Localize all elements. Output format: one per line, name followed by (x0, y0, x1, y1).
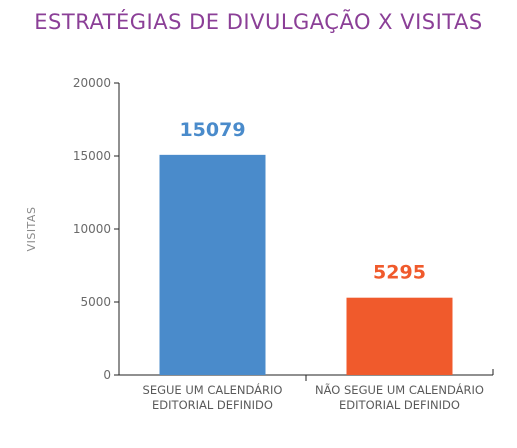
y-tick-label: 5000 (80, 295, 111, 309)
bar (159, 154, 266, 375)
y-axis-title: VISITAS (25, 207, 38, 252)
chart-title: ESTRATÉGIAS DE DIVULGAÇÃO X VISITAS (34, 10, 483, 34)
y-tick-label: 10000 (73, 222, 111, 236)
x-tick-label: EDITORIAL DEFINIDO (339, 398, 460, 412)
bar (346, 297, 453, 375)
y-tick-label: 20000 (73, 76, 111, 90)
x-tick-label: SEGUE UM CALENDÁRIO (143, 382, 283, 397)
x-tick-label: EDITORIAL DEFINIDO (152, 398, 273, 412)
data-label: 5295 (373, 262, 426, 284)
y-tick-label: 0 (103, 368, 111, 382)
data-label: 15079 (179, 119, 245, 141)
x-tick-label: NÃO SEGUE UM CALENDÁRIO (315, 382, 484, 397)
y-tick-label: 15000 (73, 149, 111, 163)
